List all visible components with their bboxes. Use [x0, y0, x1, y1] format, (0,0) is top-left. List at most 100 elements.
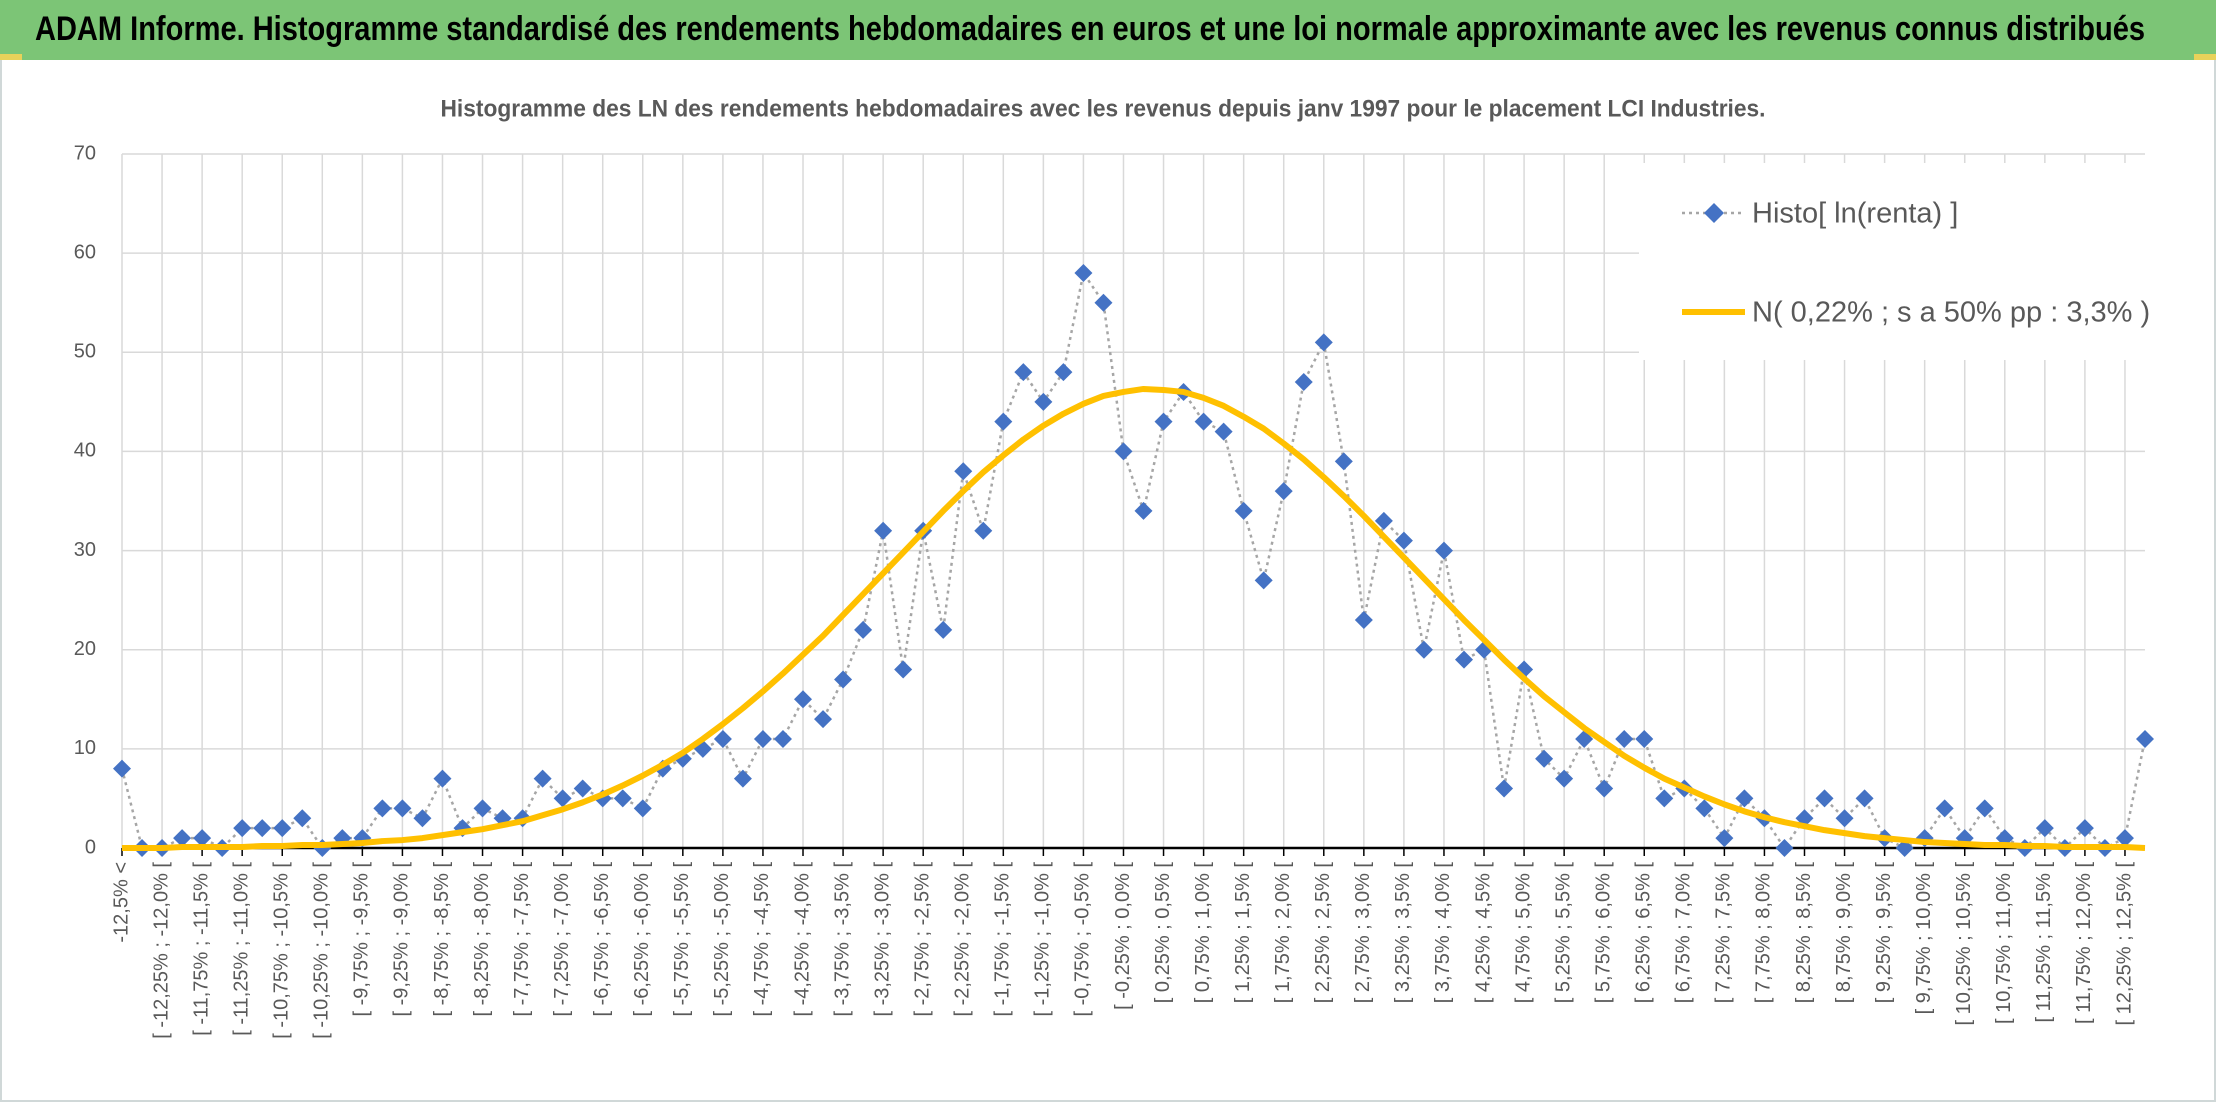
marker — [1935, 799, 1954, 818]
x-tick-label: [ -11,75% ; -11,5% [ — [190, 862, 212, 1036]
marker — [894, 660, 913, 679]
corner — [0, 54, 22, 60]
marker — [633, 799, 652, 818]
corner — [2194, 54, 2216, 60]
marker — [1434, 541, 1453, 560]
marker — [273, 819, 292, 838]
x-tick-label: [ 1,75% ; 2,0% [ — [1272, 862, 1294, 1004]
marker — [874, 521, 893, 540]
marker — [1014, 363, 1033, 382]
marker — [1495, 779, 1514, 798]
marker — [1094, 293, 1113, 312]
x-tick-label: [ 8,25% ; 8,5% [ — [1793, 862, 1815, 1004]
marker — [834, 670, 853, 689]
y-tick-label: 70 — [74, 142, 96, 164]
marker — [253, 819, 272, 838]
x-tick-label: [ 0,25% ; 0,5% [ — [1152, 862, 1174, 1004]
header-bar — [0, 0, 2216, 60]
x-tick-label: [ -9,25% ; -9,0% [ — [391, 862, 413, 1017]
marker — [1214, 422, 1233, 441]
x-tick-label: [ -4,75% ; -4,5% [ — [751, 862, 773, 1017]
x-tick-label: [ -10,75% ; -10,5% [ — [271, 862, 293, 1039]
x-tick-label: [ -2,75% ; -2,5% [ — [911, 862, 933, 1017]
marker — [1354, 610, 1373, 629]
marker — [1394, 531, 1413, 550]
marker — [1454, 650, 1473, 669]
marker — [1254, 571, 1273, 590]
x-tick-label: [ 7,25% ; 7,5% [ — [1713, 862, 1735, 1004]
x-tick-label: [ 5,75% ; 6,0% [ — [1592, 862, 1614, 1004]
marker — [1114, 442, 1133, 461]
x-tick-label: [ 6,25% ; 6,5% [ — [1633, 862, 1655, 1004]
y-tick-label: 10 — [74, 737, 96, 759]
marker — [1595, 779, 1614, 798]
x-tick-label: [ -9,75% ; -9,5% [ — [351, 862, 373, 1017]
x-tick-label: [ -0,25% ; 0,0% [ — [1112, 862, 1134, 1010]
marker — [1074, 263, 1093, 282]
marker — [1615, 729, 1634, 748]
marker — [1034, 392, 1053, 411]
marker — [1414, 640, 1433, 659]
marker — [433, 769, 452, 788]
marker — [954, 462, 973, 481]
x-tick-label: [ 10,75% ; 11,0% [ — [1993, 862, 2015, 1024]
x-tick-label: [ 12,25% ; 12,5% [ — [2113, 862, 2135, 1026]
marker — [934, 620, 953, 639]
x-tick-label: [ 11,75% ; 12,0% [ — [2073, 862, 2095, 1024]
marker — [2035, 819, 2054, 838]
marker — [1274, 482, 1293, 501]
x-tick-label: [ 6,75% ; 7,0% [ — [1673, 862, 1695, 1004]
marker — [1535, 749, 1554, 768]
x-tick-label: [ 8,75% ; 9,0% [ — [1833, 862, 1855, 1004]
x-tick-label: [ -6,25% ; -6,0% [ — [631, 862, 653, 1017]
x-tick-label: [ -7,75% ; -7,5% [ — [511, 862, 533, 1017]
marker — [1334, 452, 1353, 471]
marker — [473, 799, 492, 818]
x-tick-label: [ 3,25% ; 3,5% [ — [1392, 862, 1414, 1004]
x-tick-label: [ -2,25% ; -2,0% [ — [952, 862, 974, 1017]
marker — [193, 829, 212, 848]
x-tick-label: [ -5,25% ; -5,0% [ — [711, 862, 733, 1017]
x-tick-label: [ 4,25% ; 4,5% [ — [1472, 862, 1494, 1004]
chart-title: Histogramme des LN des rendements hebdom… — [441, 95, 1766, 122]
marker — [994, 412, 1013, 431]
marker — [573, 779, 592, 798]
marker — [1374, 511, 1393, 530]
marker — [2075, 819, 2094, 838]
marker — [1715, 829, 1734, 848]
marker — [2115, 829, 2134, 848]
marker — [854, 620, 873, 639]
x-tick-label: [ -3,25% ; -3,0% [ — [871, 862, 893, 1017]
x-tick-label: [ -6,75% ; -6,5% [ — [591, 862, 613, 1017]
x-tick-label: [ -11,25% ; -11,0% [ — [230, 862, 252, 1036]
marker — [113, 759, 131, 778]
marker — [1555, 769, 1574, 788]
marker — [753, 729, 772, 748]
marker — [393, 799, 412, 818]
marker — [533, 769, 552, 788]
marker — [1695, 799, 1714, 818]
header-title: ADAM Informe. Histogramme standardisé de… — [35, 10, 2145, 48]
y-tick-label: 60 — [74, 241, 96, 263]
y-tick-label: 0 — [85, 836, 96, 858]
x-tick-label: [ -1,75% ; -1,5% [ — [992, 862, 1014, 1017]
x-tick-label: [ 0,75% ; 1,0% [ — [1192, 862, 1214, 1004]
marker — [553, 789, 572, 808]
marker — [233, 819, 252, 838]
marker — [1314, 333, 1333, 352]
marker — [373, 799, 392, 818]
legend-box — [1639, 163, 2204, 360]
marker — [814, 710, 833, 729]
legend-label: Histo[ ln(renta) ] — [1752, 198, 1958, 230]
marker — [794, 690, 813, 709]
marker — [733, 769, 752, 788]
marker — [1835, 809, 1854, 828]
marker — [1735, 789, 1754, 808]
x-tick-label: [ -4,25% ; -4,0% [ — [791, 862, 813, 1017]
marker — [974, 521, 993, 540]
marker — [1054, 363, 1073, 382]
marker — [1815, 789, 1834, 808]
marker — [293, 809, 312, 828]
marker — [1635, 729, 1654, 748]
